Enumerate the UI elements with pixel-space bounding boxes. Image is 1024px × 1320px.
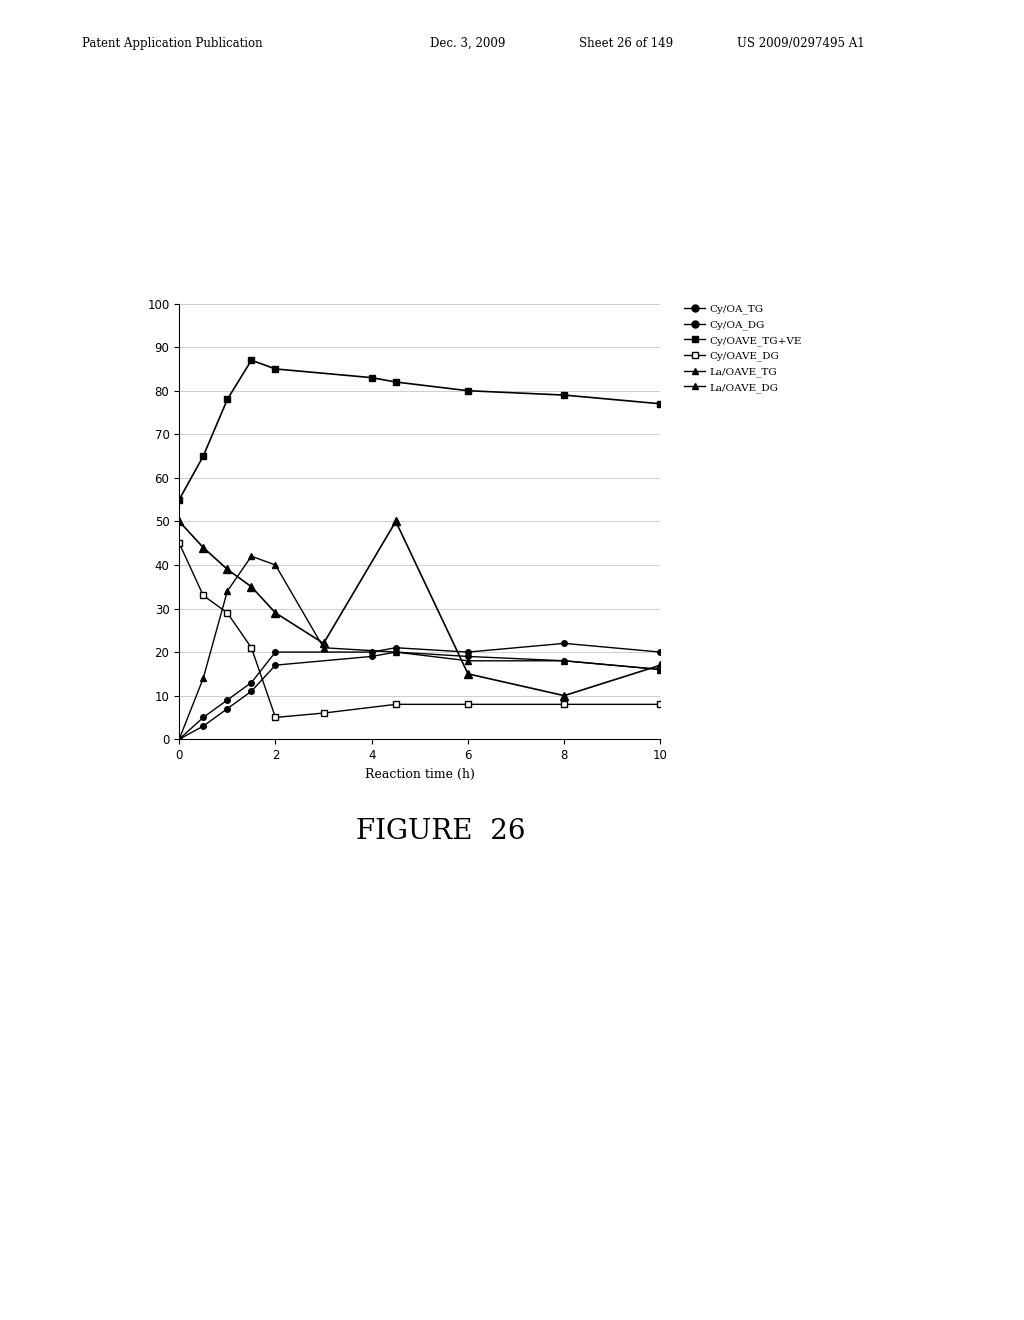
X-axis label: Reaction time (h): Reaction time (h) xyxy=(365,767,475,780)
Text: Sheet 26 of 149: Sheet 26 of 149 xyxy=(579,37,673,50)
Text: Dec. 3, 2009: Dec. 3, 2009 xyxy=(430,37,506,50)
Text: US 2009/0297495 A1: US 2009/0297495 A1 xyxy=(737,37,865,50)
Legend: Cy/OA_TG, Cy/OA_DG, Cy/OAVE_TG+VE, Cy/OAVE_DG, La/OAVE_TG, La/OAVE_DG: Cy/OA_TG, Cy/OA_DG, Cy/OAVE_TG+VE, Cy/OA… xyxy=(680,300,806,397)
Text: Patent Application Publication: Patent Application Publication xyxy=(82,37,262,50)
Text: FIGURE  26: FIGURE 26 xyxy=(355,818,525,845)
